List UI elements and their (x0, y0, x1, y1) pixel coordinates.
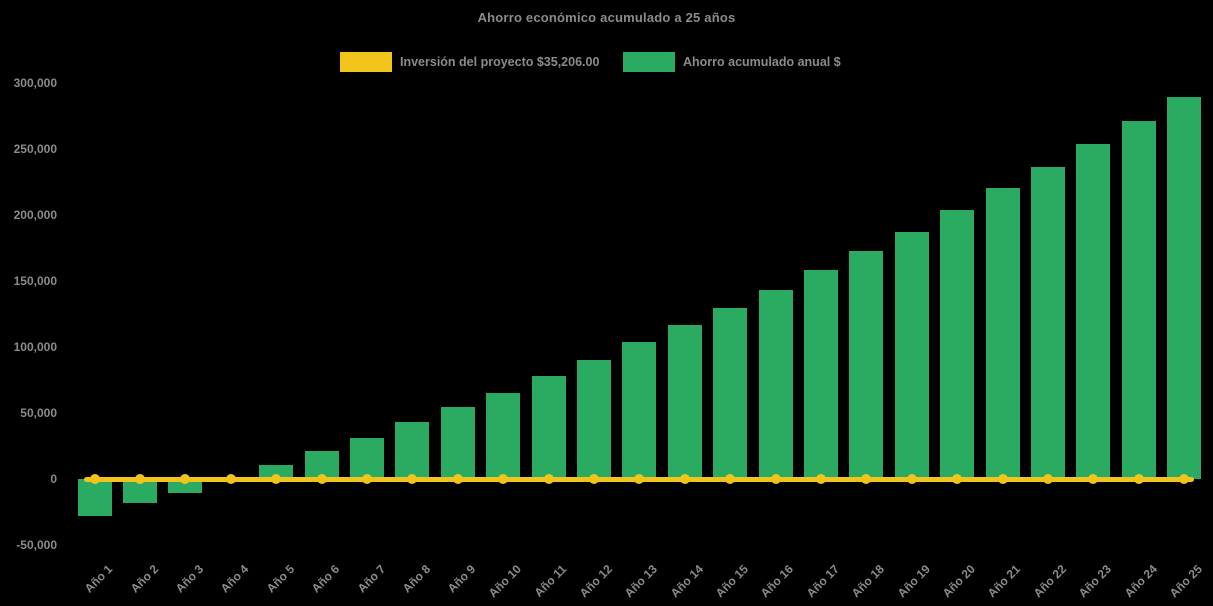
y-axis-tick-label-50000: 50,000 (20, 406, 57, 421)
bar-ano-20 (940, 210, 975, 480)
investment-marker-ano-24 (1133, 474, 1144, 485)
investment-marker-ano-22 (1042, 474, 1053, 485)
bar-ano-11 (531, 376, 566, 480)
bar-ano-25 (1167, 97, 1202, 480)
bar-ano-12 (576, 360, 611, 480)
x-axis-label-ano-20: Año 20 (939, 562, 979, 601)
investment-marker-ano-18 (861, 474, 872, 485)
x-axis-label-ano-17: Año 17 (803, 562, 842, 601)
x-axis-label-ano-13: Año 13 (622, 562, 661, 601)
x-axis-label-ano-11: Año 11 (531, 562, 570, 600)
legend-label-savings: Ahorro acumulado anual $ (683, 55, 841, 69)
x-axis-label-ano-12: Año 12 (576, 562, 615, 601)
investment-marker-ano-8 (407, 474, 418, 485)
bar-ano-2 (122, 479, 157, 504)
x-axis-label-ano-19: Año 19 (894, 562, 933, 601)
bar-ano-3 (168, 479, 203, 494)
x-axis-label-ano-25: Año 25 (1166, 562, 1206, 601)
investment-marker-ano-11 (543, 474, 554, 485)
investment-marker-ano-15 (725, 474, 736, 485)
investment-marker-ano-12 (588, 474, 599, 485)
y-axis-tick-label--50000: -50,000 (16, 538, 57, 553)
investment-marker-ano-2 (134, 474, 145, 485)
x-axis-label-ano-18: Año 18 (849, 562, 888, 601)
bar-ano-1 (77, 479, 112, 516)
bar-ano-10 (486, 392, 521, 480)
y-axis-tick-label-250000: 250,000 (13, 141, 57, 156)
y-axis-tick-label-150000: 150,000 (13, 274, 57, 288)
bar-ano-9 (440, 406, 475, 480)
y-axis-tick-label-100000: 100,000 (13, 340, 57, 355)
legend-swatch-investment (340, 52, 392, 72)
bar-ano-15 (713, 308, 748, 480)
y-axis-tick-label-0: 0 (50, 472, 57, 487)
investment-marker-ano-14 (679, 474, 690, 485)
bar-ano-23 (1076, 144, 1111, 480)
bar-ano-22 (1030, 167, 1065, 480)
x-axis-label-ano-22: Año 22 (1030, 562, 1069, 601)
investment-marker-ano-23 (1088, 474, 1099, 485)
bar-ano-5 (259, 464, 294, 480)
x-axis-label-ano-6: Año 6 (308, 562, 343, 596)
x-axis-label-ano-3: Año 3 (172, 562, 207, 596)
bar-ano-18 (849, 251, 884, 480)
investment-marker-ano-25 (1179, 474, 1190, 485)
legend-item-investment: Inversión del proyecto $35,206.00 (340, 52, 599, 72)
x-axis-label-ano-24: Año 24 (1121, 562, 1160, 601)
legend-item-savings: Ahorro acumulado anual $ (623, 52, 841, 72)
bar-ano-13 (622, 342, 657, 480)
x-axis-label-ano-14: Año 14 (667, 562, 706, 601)
investment-marker-ano-5 (271, 474, 282, 485)
x-axis-label-ano-8: Año 8 (399, 562, 434, 596)
investment-marker-ano-10 (498, 474, 509, 485)
legend-swatch-savings (623, 52, 675, 72)
x-axis-label-ano-5: Año 5 (263, 562, 298, 596)
investment-marker-ano-1 (89, 474, 100, 485)
x-axis-label-ano-4: Año 4 (218, 562, 252, 596)
x-axis-label-ano-15: Año 15 (712, 562, 752, 601)
bar-ano-7 (349, 437, 384, 480)
investment-marker-ano-9 (452, 474, 463, 485)
investment-marker-ano-20 (952, 474, 963, 485)
investment-marker-ano-19 (906, 474, 917, 485)
bar-ano-16 (758, 289, 793, 480)
x-axis-label-ano-9: Año 9 (445, 562, 479, 596)
chart-title: Ahorro económico acumulado a 25 años (477, 10, 736, 25)
bar-ano-14 (667, 324, 702, 480)
investment-marker-ano-17 (815, 474, 826, 485)
bar-ano-21 (985, 188, 1020, 480)
investment-marker-ano-13 (634, 474, 645, 485)
x-axis-label-ano-1: Año 1 (81, 562, 116, 596)
x-axis-label-ano-23: Año 23 (1076, 562, 1115, 601)
investment-marker-ano-4 (225, 474, 236, 485)
y-axis-tick-label-200000: 200,000 (13, 207, 57, 222)
investment-marker-ano-21 (997, 474, 1008, 485)
legend-label-investment: Inversión del proyecto $35,206.00 (400, 55, 600, 69)
bar-ano-8 (395, 422, 430, 480)
investment-marker-ano-16 (770, 474, 781, 485)
x-axis-label-ano-2: Año 2 (127, 562, 161, 596)
x-axis-label-ano-16: Año 16 (758, 562, 797, 601)
x-axis-label-ano-21: Año 21 (985, 562, 1024, 601)
bar-ano-17 (803, 269, 838, 480)
investment-marker-ano-7 (361, 474, 372, 485)
x-axis-label-ano-7: Año 7 (354, 562, 388, 596)
investment-marker-ano-3 (180, 474, 191, 485)
bar-ano-19 (894, 232, 929, 480)
y-axis-tick-label-300000: 300,000 (13, 75, 57, 90)
investment-marker-ano-6 (316, 474, 327, 485)
x-axis-label-ano-10: Año 10 (485, 562, 525, 601)
bar-ano-24 (1121, 121, 1156, 480)
